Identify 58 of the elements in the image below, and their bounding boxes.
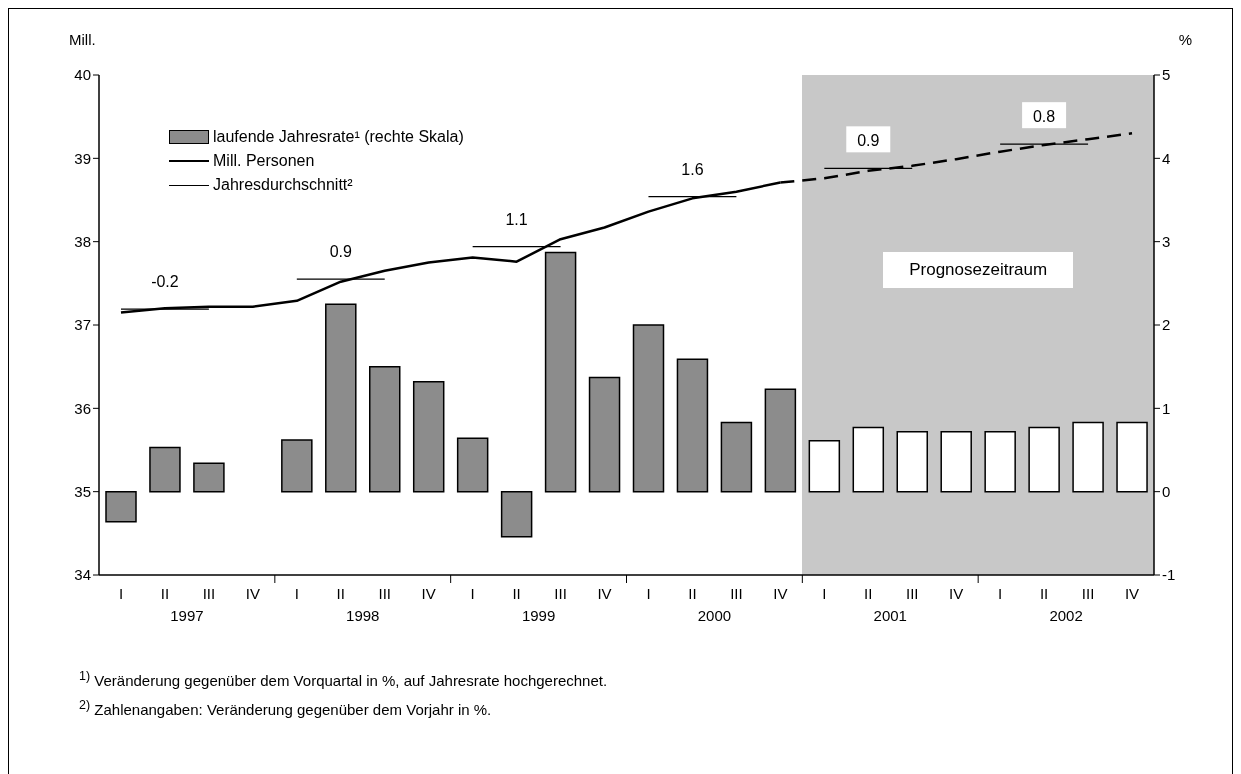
x-tick-label: IV <box>773 585 788 602</box>
x-tick-label: IV <box>245 585 260 602</box>
annotation: Prognosezeitraum <box>883 252 1074 288</box>
y-tick-label: 38 <box>74 232 91 250</box>
y2-tick-label: 4 <box>1162 149 1171 167</box>
x-tick-label: II <box>160 585 170 602</box>
x-tick-label: IV <box>1124 585 1140 602</box>
annotation: 0.8 <box>1032 108 1056 126</box>
x-tick-label: III <box>554 585 567 602</box>
legend-label: Mill. Personen <box>213 152 315 170</box>
annotation: -0.2 <box>151 273 179 291</box>
x-tick-label: III <box>378 585 391 602</box>
y-tick-label: 35 <box>74 482 91 500</box>
text: 2001 <box>873 607 907 624</box>
y2-tick-label: 3 <box>1162 232 1171 250</box>
legend-label: laufende Jahresrate¹ (rechte Skala) <box>213 128 464 146</box>
y2-tick-label: -1 <box>1162 566 1176 584</box>
annotation: 0.9 <box>857 132 880 150</box>
y2-tick-label: 0 <box>1162 482 1171 500</box>
x-tick-label: III <box>1081 585 1095 602</box>
y-tick-label: 39 <box>74 149 91 167</box>
text: 1997 <box>170 607 204 624</box>
x-tick-label: I <box>118 585 124 602</box>
x-tick-label: II <box>1039 585 1049 602</box>
x-tick-label: I <box>822 585 827 602</box>
y2-tick-label: 5 <box>1162 66 1171 84</box>
y2-tick-label: 1 <box>1162 399 1171 417</box>
x-tick-label: I <box>470 585 475 602</box>
text: 2002 <box>1049 607 1083 624</box>
text: $^{1)}$ Veränderung gegenüber dem Vorquartal in %, auf Jahresrate hochgerechnet. <box>79 668 608 691</box>
legend-label: Jahresdurchschnitt² <box>213 176 353 194</box>
y-tick-label: 40 <box>74 66 91 84</box>
x-tick-label: I <box>998 585 1003 602</box>
y-tick-label: 37 <box>74 316 91 334</box>
annotation: 0.9 <box>329 243 352 261</box>
x-tick-label: I <box>294 585 299 602</box>
x-tick-label: III <box>905 585 919 602</box>
x-tick-label: II <box>512 585 521 602</box>
y2-axis-title: % <box>1178 31 1192 48</box>
x-tick-label: II <box>336 585 345 602</box>
x-tick-label: III <box>730 585 743 602</box>
x-tick-label: II <box>864 585 873 602</box>
text: 1998 <box>346 607 380 624</box>
annotation: 1.6 <box>681 160 704 178</box>
text: 1999 <box>521 607 556 624</box>
annotation: 1.1 <box>505 210 528 228</box>
text: $^{2)}$ Zahlenangaben: Veränderung gegenüber dem Vorjahr in %. <box>79 697 493 720</box>
x-tick-label: IV <box>949 585 964 602</box>
text: 2000 <box>697 607 732 624</box>
y2-tick-label: 2 <box>1162 316 1171 334</box>
x-tick-label: I <box>646 585 651 602</box>
x-tick-label: IV <box>421 585 436 602</box>
x-tick-label: II <box>688 585 697 602</box>
y-tick-label: 34 <box>74 566 91 584</box>
y-tick-label: 36 <box>74 399 91 417</box>
x-tick-label: III <box>202 585 216 602</box>
x-tick-label: IV <box>597 585 612 602</box>
y-axis-title: Mill. <box>69 31 96 48</box>
